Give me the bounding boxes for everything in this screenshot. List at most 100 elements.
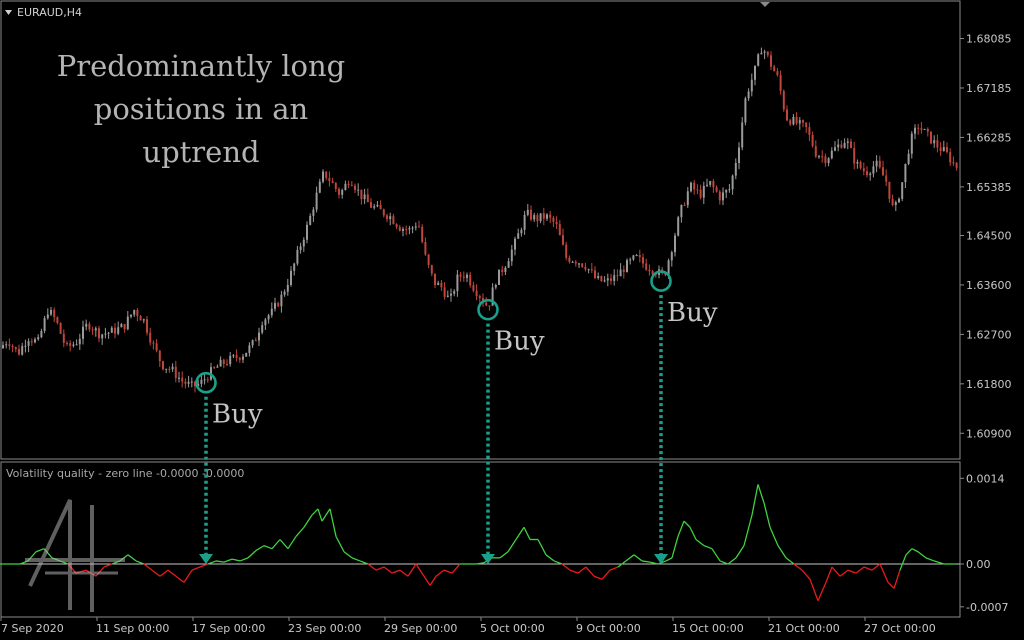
candle-body: [674, 235, 676, 253]
indicator-segment: [887, 581, 895, 589]
candle-body: [88, 323, 91, 330]
candle-body: [21, 346, 24, 355]
candle-body: [546, 214, 548, 219]
candle-body: [110, 327, 113, 333]
indicator-segment: [817, 582, 827, 601]
indicator-segment: [159, 569, 169, 577]
candle-body: [104, 333, 107, 335]
candle-body: [875, 160, 878, 167]
indicator-segment: [127, 554, 137, 562]
candle-body: [264, 319, 267, 326]
candle-body: [344, 183, 347, 190]
time-tick-label: 5 Oct 00:00: [480, 622, 545, 635]
candle-body: [712, 181, 715, 188]
candle-body: [827, 158, 830, 164]
candle-body: [24, 345, 27, 347]
candle-body: [766, 51, 769, 56]
candle-body: [731, 175, 734, 190]
candle-body: [626, 260, 628, 273]
candle-body: [120, 324, 123, 328]
candle-body: [133, 309, 136, 315]
annotation-line-2: positions in an: [94, 92, 308, 126]
candle-body: [798, 120, 801, 124]
candle-body: [750, 79, 753, 92]
indicator-segment: [855, 566, 865, 574]
candle-body: [811, 134, 814, 147]
chart-shift-icon[interactable]: [760, 2, 770, 7]
candle-body: [501, 269, 504, 272]
candle-body: [53, 309, 56, 318]
candle-body: [338, 188, 340, 195]
candle-body: [526, 209, 529, 215]
indicator-segment: [295, 526, 305, 537]
indicator-segment: [443, 569, 453, 574]
symbol-dropdown-icon[interactable]: [5, 10, 12, 15]
candle-body: [846, 141, 849, 143]
indicator-segment: [239, 557, 249, 562]
candle-body: [789, 120, 792, 125]
candle-body: [142, 319, 145, 321]
candle-body: [341, 189, 344, 195]
indicator-segment: [809, 579, 819, 601]
indicator-segment: [769, 527, 779, 546]
candle-body: [734, 162, 737, 176]
candle-body: [795, 116, 798, 124]
candle-body: [725, 190, 728, 193]
candle-body: [802, 120, 804, 123]
candle-body: [34, 339, 36, 343]
candle-body: [939, 147, 942, 151]
candle-body: [283, 291, 286, 295]
candle-body: [158, 350, 161, 362]
candle-body: [43, 318, 46, 331]
candle-body: [18, 349, 20, 355]
indicator-segment: [351, 557, 361, 562]
candle-body: [462, 276, 465, 278]
candle-body: [430, 265, 433, 274]
candle-body: [690, 182, 692, 192]
candle-body: [222, 359, 225, 364]
time-axis: 7 Sep 2020 11 Sep 00:00 17 Sep 00:00 23 Sep…: [0, 617, 936, 635]
symbol-label[interactable]: EURAUD,H4: [17, 6, 82, 19]
indicator-segment: [255, 545, 265, 552]
candle-body: [629, 259, 632, 261]
candle-body: [334, 182, 337, 189]
candle-body: [744, 98, 747, 123]
indicator-segment: [665, 557, 673, 562]
indicator-frame: [0, 461, 961, 618]
candle-body: [894, 202, 897, 206]
indicator-segment: [423, 575, 431, 586]
buy-arrowhead-icon: [199, 553, 213, 564]
candle-body: [226, 363, 228, 365]
indicator-segment: [625, 554, 635, 562]
indicator-segment: [711, 548, 721, 562]
candle-body: [917, 127, 920, 129]
candle-body: [107, 332, 110, 334]
candle-body: [805, 122, 808, 128]
candle-body: [437, 282, 440, 286]
price-chart-frame: [0, 0, 961, 460]
candle-body: [773, 66, 776, 72]
indicator-segment: [569, 569, 579, 574]
time-tick-label: 27 Oct 00:00: [864, 622, 936, 635]
indicator-segment: [719, 560, 729, 565]
candle-body: [850, 141, 852, 148]
candle-body: [216, 366, 219, 368]
buy-label: Buy: [212, 400, 263, 430]
candle-body: [5, 344, 8, 346]
candle-body: [888, 181, 891, 199]
candle-body: [130, 314, 132, 317]
indicator-segment: [801, 569, 811, 580]
candle-body: [366, 194, 369, 203]
candle-body: [117, 327, 120, 334]
candle-body: [568, 257, 571, 262]
candle-body: [171, 366, 174, 370]
candle-body: [286, 284, 289, 292]
candle-body: [866, 171, 868, 176]
candle-body: [466, 274, 468, 278]
indicator-segment: [825, 566, 833, 583]
candle-body: [574, 261, 577, 264]
indicator-segment: [383, 566, 393, 574]
candle-body: [619, 269, 622, 277]
candle-body: [882, 167, 884, 176]
candle-body: [645, 263, 648, 270]
